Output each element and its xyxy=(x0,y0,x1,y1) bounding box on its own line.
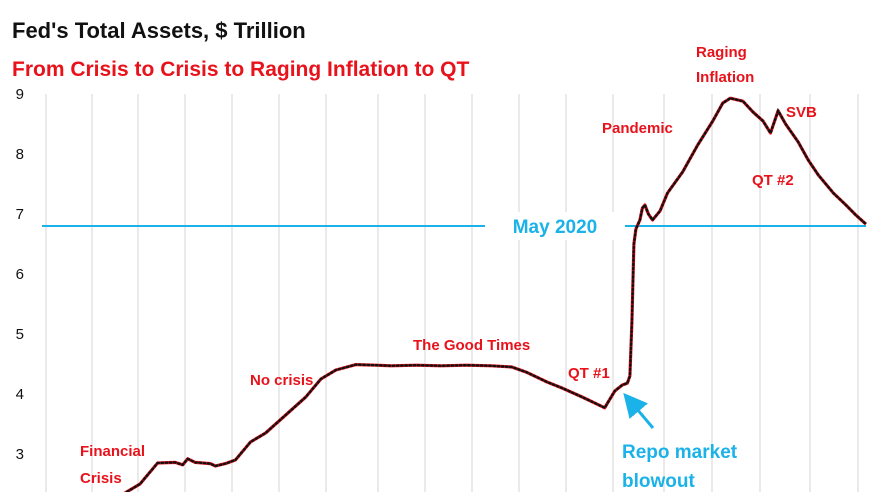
annotations-group: Financial Crisis No crisis The Good Times QT… xyxy=(80,44,817,487)
annotation-svb: SVB xyxy=(786,104,817,121)
annotation-qt-1: QT #1 xyxy=(568,365,610,382)
y-tick-label-8: 8 xyxy=(16,146,24,163)
y-tick-label-7: 7 xyxy=(16,206,24,223)
chart-title: Fed's Total Assets, $ Trillion xyxy=(12,18,306,43)
reference-line-group: May 2020 xyxy=(42,212,866,240)
grid-lines xyxy=(45,94,859,492)
annotation-qt-2: QT #2 xyxy=(752,172,794,189)
reference-line-label: May 2020 xyxy=(513,217,598,238)
annotation-pandemic: Pandemic xyxy=(602,120,673,137)
y-tick-label-3: 3 xyxy=(16,446,24,463)
series-dots-0 xyxy=(124,96,868,492)
series-line-0 xyxy=(123,96,868,492)
callout-group: Repo market blowout xyxy=(622,392,738,492)
y-tick-label-9: 9 xyxy=(16,86,24,103)
y-tick-label-4: 4 xyxy=(16,386,24,403)
callout-text-0: Repo market xyxy=(622,442,738,463)
annotation-crisis: Crisis xyxy=(80,470,122,487)
callout-text-1: blowout xyxy=(622,471,695,492)
chart-subtitle: From Crisis to Crisis to Raging Inflatio… xyxy=(12,58,470,81)
annotation-no-crisis: No crisis xyxy=(250,372,313,389)
annotation-raging: Raging xyxy=(696,44,747,61)
reference-label-bg xyxy=(485,212,625,240)
y-tick-label-5: 5 xyxy=(16,326,24,343)
y-tick-label-6: 6 xyxy=(16,266,24,283)
annotation-the-good-times: The Good Times xyxy=(413,337,530,354)
series-group xyxy=(123,96,868,492)
callout-arrow xyxy=(623,392,655,429)
annotation-financial: Financial xyxy=(80,443,145,460)
y-axis: 3 4 5 6 7 8 9 xyxy=(16,86,24,463)
annotation-inflation: Inflation xyxy=(696,69,754,86)
